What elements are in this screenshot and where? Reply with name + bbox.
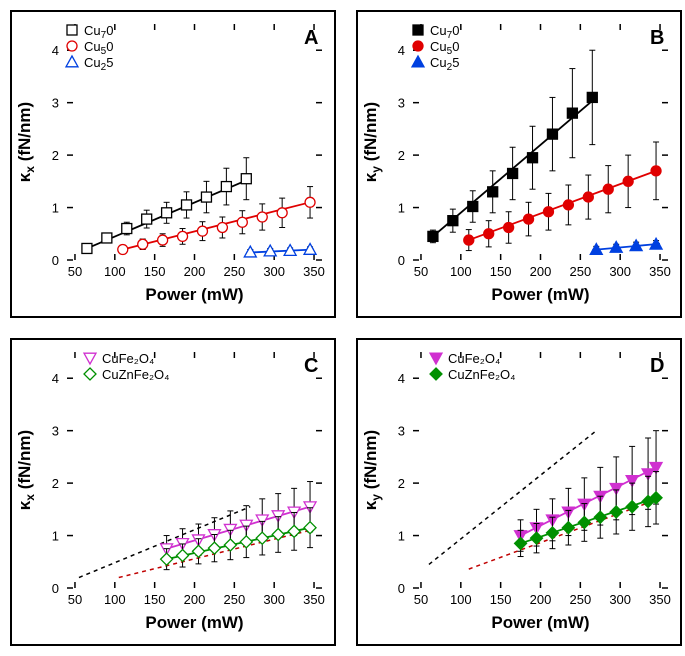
figure-grid: 5010015020025030035001234Power (mW)κx (f… (10, 10, 675, 646)
panel-b: 50 100 150 200 250 300 350 0 1 2 3 4 Power (mW) κy (f… (356, 10, 682, 318)
svg-text:50: 50 (68, 264, 82, 279)
svg-text:4: 4 (52, 371, 59, 386)
svg-text:Cu25: Cu25 (430, 55, 459, 73)
svg-text:2: 2 (398, 476, 405, 491)
svg-text:100: 100 (450, 592, 472, 607)
svg-text:2: 2 (52, 148, 59, 163)
svg-text:300: 300 (263, 592, 285, 607)
svg-text:Power (mW): Power (mW) (491, 613, 589, 632)
svg-text:κx (fN/nm): κx (fN/nm) (15, 430, 37, 510)
svg-text:κx (fN/nm): κx (fN/nm) (15, 102, 37, 182)
svg-text:50: 50 (68, 592, 82, 607)
svg-text:50: 50 (414, 592, 428, 607)
svg-text:Power (mW): Power (mW) (145, 613, 243, 632)
svg-text:1: 1 (398, 201, 405, 216)
svg-text:300: 300 (609, 592, 631, 607)
svg-text:Power (mW): Power (mW) (491, 285, 589, 304)
svg-text:CuZnFe₂O₄: CuZnFe₂O₄ (448, 367, 515, 382)
svg-text:100: 100 (450, 264, 472, 279)
svg-text:CuZnFe₂O₄: CuZnFe₂O₄ (102, 367, 169, 382)
svg-text:1: 1 (52, 201, 59, 216)
svg-text:150: 150 (144, 264, 166, 279)
svg-text:4: 4 (398, 371, 405, 386)
svg-text:4: 4 (398, 43, 405, 58)
svg-text:Cu25: Cu25 (84, 55, 113, 73)
svg-text:0: 0 (398, 581, 405, 596)
svg-text:4: 4 (52, 43, 59, 58)
svg-text:350: 350 (303, 592, 325, 607)
svg-text:3: 3 (52, 96, 59, 111)
svg-text:0: 0 (52, 253, 59, 268)
svg-text:350: 350 (303, 264, 325, 279)
svg-text:150: 150 (490, 264, 512, 279)
svg-text:κy (fN/nm): κy (fN/nm) (361, 430, 383, 510)
svg-text:100: 100 (104, 592, 126, 607)
svg-text:150: 150 (144, 592, 166, 607)
svg-text:100: 100 (104, 264, 126, 279)
svg-text:300: 300 (263, 264, 285, 279)
svg-text:CuFe₂O₄: CuFe₂O₄ (448, 351, 500, 366)
svg-text:150: 150 (490, 592, 512, 607)
svg-text:B: B (650, 27, 664, 49)
panel-d: 50 100 150 200 250 300 350 0 1 2 3 4 Power (mW) κy (f… (356, 338, 682, 646)
panel-c: 50 100 150 200 250 300 350 0 1 2 3 4 Power (mW) κx (f… (10, 338, 336, 646)
svg-text:350: 350 (649, 592, 671, 607)
svg-text:250: 250 (569, 592, 591, 607)
svg-text:1: 1 (52, 529, 59, 544)
svg-text:1: 1 (398, 529, 405, 544)
svg-text:0: 0 (398, 253, 405, 268)
panel-a: 50 100 150 200 250 300 350 0 1 2 3 4 Power (mW) κx (f… (10, 10, 336, 318)
svg-text:3: 3 (52, 424, 59, 439)
svg-text:Power (mW): Power (mW) (145, 285, 243, 304)
svg-text:250: 250 (569, 264, 591, 279)
svg-text:CuFe₂O₄: CuFe₂O₄ (102, 351, 154, 366)
svg-text:3: 3 (398, 96, 405, 111)
svg-text:200: 200 (184, 592, 206, 607)
svg-text:3: 3 (398, 424, 405, 439)
svg-text:250: 250 (223, 264, 245, 279)
svg-text:300: 300 (609, 264, 631, 279)
svg-text:C: C (304, 355, 318, 377)
svg-text:250: 250 (223, 592, 245, 607)
svg-text:200: 200 (530, 264, 552, 279)
svg-text:2: 2 (52, 476, 59, 491)
svg-text:D: D (650, 355, 664, 377)
svg-text:200: 200 (530, 592, 552, 607)
svg-text:200: 200 (184, 264, 206, 279)
svg-text:2: 2 (398, 148, 405, 163)
svg-text:50: 50 (414, 264, 428, 279)
svg-text:0: 0 (52, 581, 59, 596)
svg-text:A: A (304, 27, 318, 49)
svg-text:κy (fN/nm): κy (fN/nm) (361, 102, 383, 182)
svg-text:350: 350 (649, 264, 671, 279)
